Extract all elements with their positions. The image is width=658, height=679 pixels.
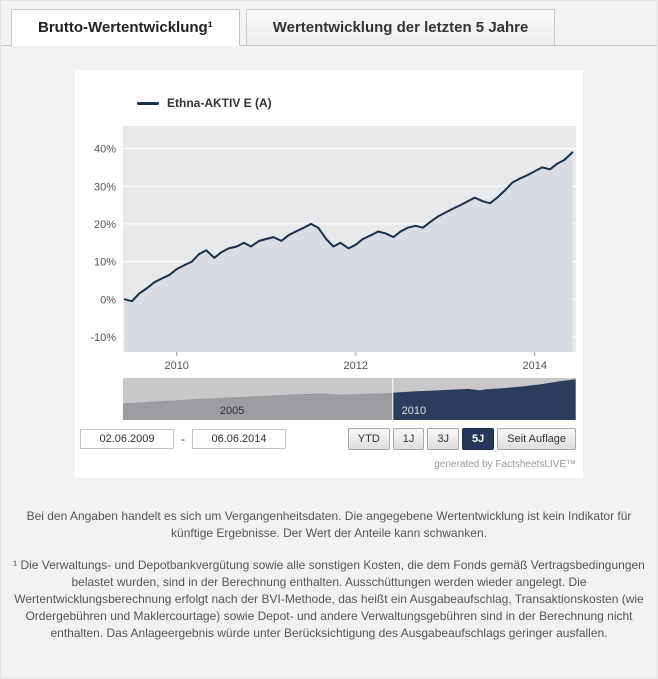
legend-line-marker [137,101,159,105]
date-from-input[interactable] [80,429,174,449]
date-range-separator: - [181,432,185,446]
svg-text:0%: 0% [100,294,116,306]
legend-series-label: Ethna-AKTIV E (A) [167,96,272,110]
svg-text:30%: 30% [94,181,116,193]
svg-text:2010: 2010 [164,360,188,372]
svg-text:2010: 2010 [402,405,426,417]
range-button-1j[interactable]: 1J [392,428,425,450]
range-buttons: YTD 1J 3J 5J Seit Auflage [347,428,576,450]
tab-wertentwicklung-5-jahre[interactable]: Wertentwicklung der letzten 5 Jahre [245,9,556,45]
range-button-5j[interactable]: 5J [462,428,495,450]
date-to-input[interactable] [192,429,286,449]
range-controls: - YTD 1J 3J 5J Seit Auflage [75,424,583,450]
range-button-seit-auflage[interactable]: Seit Auflage [497,428,576,450]
svg-text:40%: 40% [94,144,116,156]
disclaimer-past-performance: Bei den Angaben handelt es sich um Verga… [26,509,632,541]
svg-text:2014: 2014 [523,360,547,372]
svg-text:2012: 2012 [344,360,368,372]
performance-chart[interactable]: -10% 0% 10% 20% 30% 40% 2010 2012 2014 2005 2010 [75,120,583,424]
svg-text:20%: 20% [94,219,116,231]
disclaimer-footnote: ¹ Die Verwaltungs- und Depotbankvergütun… [13,558,645,641]
disclaimer: Bei den Angaben handelt es sich um Verga… [12,508,646,642]
credit-text: generated by FactsheetsLIVE™ [434,459,576,470]
tab-bar: Brutto-Wertentwicklung¹ Wertentwicklung … [1,1,657,46]
svg-text:-10%: -10% [90,332,116,344]
legend-item[interactable]: Ethna-AKTIV E (A) [137,96,583,110]
svg-text:10%: 10% [94,257,116,269]
range-button-ytd[interactable]: YTD [347,428,390,450]
tab-brutto-wertentwicklung[interactable]: Brutto-Wertentwicklung¹ [11,9,240,46]
chart-card: Ethna-AKTIV E (A) -10% 0% 10% 20% 30% 40% 2010… [75,70,583,478]
range-button-3j[interactable]: 3J [427,428,460,450]
svg-text:2005: 2005 [220,405,244,417]
